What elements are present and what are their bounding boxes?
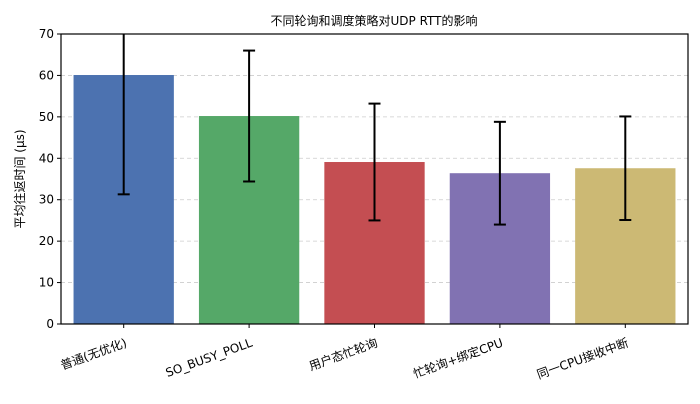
x-tick-label: 普通(无优化) bbox=[59, 336, 129, 373]
chart-title: 不同轮询和调度策略对UDP RTT的影响 bbox=[271, 13, 478, 28]
y-tick-label: 30 bbox=[39, 193, 54, 207]
x-tick-label: 忙轮询+绑定CPU bbox=[411, 335, 505, 381]
y-tick-label: 40 bbox=[39, 151, 54, 165]
y-axis-label: 平均往返时间 (μs) bbox=[12, 129, 27, 228]
y-tick-label: 10 bbox=[39, 276, 54, 290]
plot-frame bbox=[60, 33, 689, 325]
y-tick-label: 70 bbox=[39, 27, 54, 41]
y-tick-label: 60 bbox=[39, 68, 54, 82]
y-tick-label: 20 bbox=[39, 234, 54, 248]
x-tick-label: SO_BUSY_POLL bbox=[164, 336, 255, 380]
x-tick-label: 同一CPU接收中断 bbox=[535, 335, 631, 382]
y-tick-label: 0 bbox=[46, 317, 54, 331]
x-tick-label: 用户态忙轮询 bbox=[307, 335, 380, 374]
y-tick-label: 50 bbox=[39, 110, 54, 124]
